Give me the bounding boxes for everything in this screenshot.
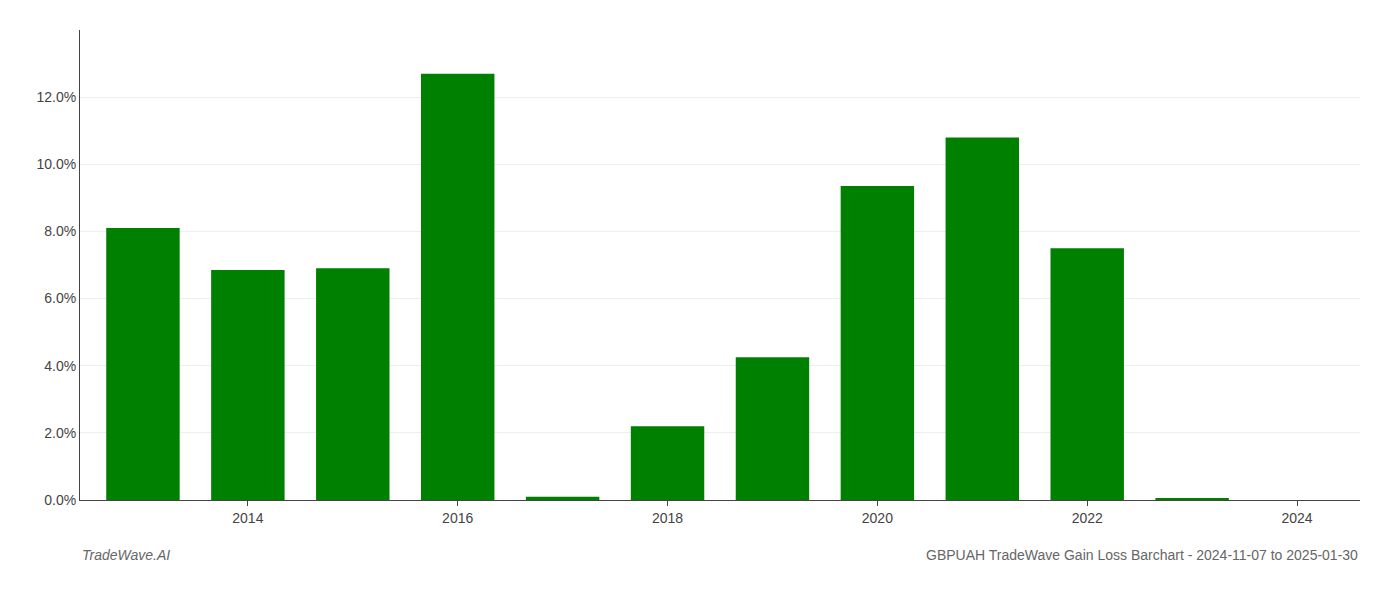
svg-text:2016: 2016 xyxy=(442,510,473,526)
svg-text:4.0%: 4.0% xyxy=(44,358,76,374)
svg-text:10.0%: 10.0% xyxy=(36,156,76,172)
svg-text:2022: 2022 xyxy=(1072,510,1103,526)
svg-text:2018: 2018 xyxy=(652,510,683,526)
svg-text:8.0%: 8.0% xyxy=(44,223,76,239)
svg-text:TradeWave.AI: TradeWave.AI xyxy=(82,547,170,563)
svg-text:2024: 2024 xyxy=(1281,510,1312,526)
svg-text:2014: 2014 xyxy=(232,510,263,526)
svg-text:2.0%: 2.0% xyxy=(44,425,76,441)
svg-text:12.0%: 12.0% xyxy=(36,89,76,105)
svg-text:GBPUAH TradeWave Gain Loss Bar: GBPUAH TradeWave Gain Loss Barchart - 20… xyxy=(926,547,1358,563)
svg-text:6.0%: 6.0% xyxy=(44,290,76,306)
svg-text:0.0%: 0.0% xyxy=(44,492,76,508)
svg-text:2020: 2020 xyxy=(862,510,893,526)
